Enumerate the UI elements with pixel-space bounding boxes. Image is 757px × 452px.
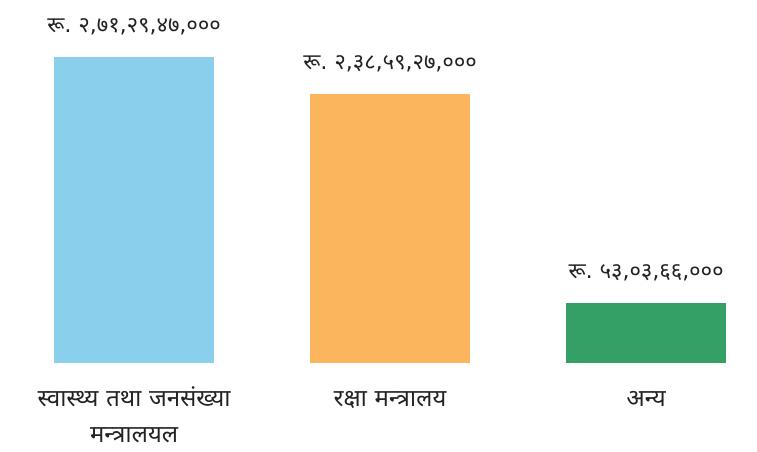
category-label: स्वास्थ्य तथा जनसंख्या मन्त्रालयल <box>37 384 231 448</box>
category-label: अन्य <box>626 384 666 412</box>
value-label: रू. २,७१,२९,४७,००० <box>47 13 221 38</box>
bar <box>54 57 214 363</box>
bar <box>310 93 470 363</box>
category-label: रक्षा मन्त्रालय <box>333 384 447 412</box>
bar <box>566 303 726 363</box>
value-label: रू. २,३८,५९,२७,००० <box>303 49 477 75</box>
value-label: रू. ५३,०३,६६,००० <box>568 259 724 285</box>
